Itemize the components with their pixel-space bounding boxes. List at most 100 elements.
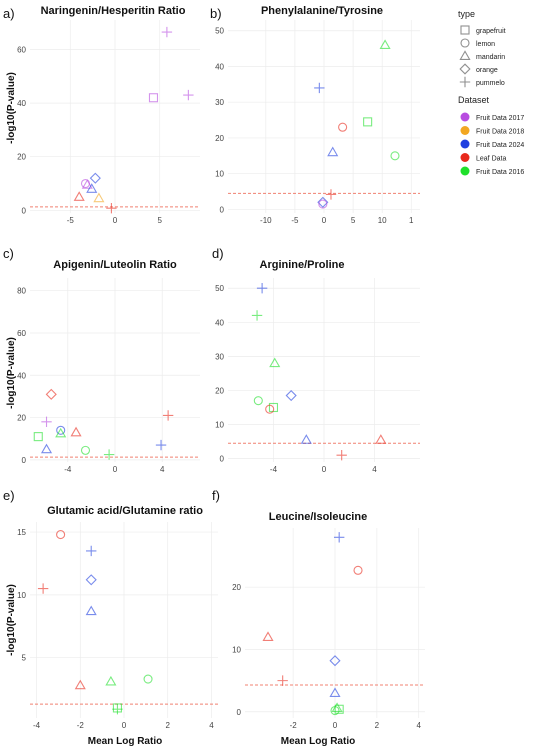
legend-color-swatch	[460, 153, 470, 162]
y-tick-label: 0	[22, 206, 27, 215]
legend-color-swatch	[460, 112, 470, 122]
y-tick-label: 15	[17, 528, 26, 537]
x-tick-label: 0	[122, 721, 127, 730]
data-point	[106, 202, 117, 214]
panel-title: Glutamic acid/Glutamine ratio	[47, 505, 203, 517]
panel-letter: c)	[3, 246, 14, 261]
x-tick-label: 2	[165, 721, 170, 730]
y-axis-label: -log10(P-value)	[6, 584, 17, 656]
data-point	[285, 389, 297, 402]
x-tick-label: 0	[322, 216, 327, 225]
x-tick-label: 4	[416, 721, 421, 730]
panel-letter: e)	[3, 488, 15, 503]
data-point	[86, 545, 97, 557]
y-tick-label: 40	[215, 62, 224, 71]
x-tick-label: -5	[67, 216, 75, 225]
data-point	[325, 189, 337, 200]
legend-label: Leaf Data	[476, 156, 506, 163]
y-tick-label: 40	[215, 318, 224, 327]
panel-d: d) Arginine/Proline	[212, 246, 344, 271]
legend-key-square	[460, 25, 470, 35]
data-point	[40, 443, 53, 454]
panel-letter: b)	[210, 6, 222, 21]
y-tick-label: 5	[22, 654, 27, 663]
data-point	[338, 122, 348, 132]
data-point	[80, 178, 91, 189]
panel-f: f) Leucine/Isoleucine	[212, 488, 367, 523]
panel-title: Leucine/Isoleucine	[269, 511, 367, 523]
data-point	[333, 532, 345, 543]
y-tick-label: 30	[215, 98, 224, 107]
data-point	[105, 675, 117, 686]
x-tick-label: 1	[409, 216, 414, 225]
data-point	[300, 434, 312, 444]
data-point	[80, 445, 91, 455]
y-tick-label: 30	[215, 352, 224, 361]
data-point	[334, 704, 344, 714]
x-axis-label: Mean Log Ratio	[281, 736, 355, 747]
y-tick-label: 0	[237, 708, 242, 717]
y-tick-label: 20	[17, 153, 26, 162]
data-point	[86, 183, 98, 193]
legend-label: lemon	[476, 41, 495, 48]
legend-color-swatch	[460, 126, 470, 135]
x-tick-label: 0	[333, 721, 338, 730]
x-axis-label: Mean Log Ratio	[88, 736, 162, 747]
data-point	[363, 117, 373, 127]
x-tick-label: 4	[209, 721, 214, 730]
panel-title: Naringenin/Hesperitin Ratio	[41, 5, 186, 17]
data-point	[265, 404, 275, 414]
x-tick-label: 0	[113, 465, 118, 474]
data-point	[33, 432, 43, 442]
data-point	[93, 192, 105, 203]
data-point	[253, 396, 263, 406]
y-tick-label: 80	[17, 287, 26, 296]
legend: type grapefruit lemon mandarin orange pummel…	[458, 9, 524, 176]
x-tick-label: 10	[378, 216, 387, 225]
y-tick-label: 60	[17, 45, 26, 54]
legend-type-title: type	[458, 9, 475, 19]
x-tick-label: 0	[322, 465, 327, 474]
x-tick-label: 4	[372, 465, 377, 474]
data-point	[155, 439, 167, 451]
data-point	[277, 675, 288, 686]
plot-area: -2 0 2 4 0 10 20	[232, 528, 425, 730]
y-tick-label: 20	[17, 414, 26, 423]
data-point	[85, 574, 97, 586]
data-point	[161, 26, 173, 38]
data-point	[375, 434, 387, 444]
legend-color-swatch	[460, 139, 470, 149]
plot-area: -5 0 5 0 20 40 60	[17, 20, 200, 225]
data-point	[353, 565, 363, 575]
x-tick-label: -4	[33, 721, 41, 730]
x-tick-label: -2	[77, 721, 85, 730]
data-point	[37, 583, 49, 594]
x-tick-label: -4	[64, 465, 72, 474]
legend-label: Fruit Data 2018	[476, 129, 524, 136]
x-tick-label: 4	[160, 465, 165, 474]
data-point	[41, 416, 52, 428]
legend-label: Fruit Data 2024	[476, 142, 524, 149]
data-point	[143, 674, 153, 684]
plot-area: -4 -2 0 2 4 5 10 15	[17, 522, 218, 730]
data-point	[85, 605, 97, 616]
data-point	[317, 196, 329, 208]
data-point	[251, 310, 263, 321]
data-point	[314, 82, 325, 94]
data-point	[55, 427, 67, 438]
x-tick-label: 5	[351, 216, 356, 225]
y-tick-label: 50	[215, 284, 224, 293]
legend-label: pummelo	[476, 80, 505, 87]
data-point	[329, 655, 341, 667]
y-tick-label: 10	[215, 170, 224, 179]
x-tick-label: 2	[375, 721, 380, 730]
panel-letter: f)	[212, 488, 220, 503]
data-point	[318, 199, 328, 209]
y-tick-label: 20	[232, 583, 241, 592]
y-tick-label: 40	[17, 371, 26, 380]
y-tick-label: 10	[232, 645, 241, 654]
data-point	[70, 426, 82, 437]
legend-dataset-title: Dataset	[458, 95, 490, 105]
data-point	[103, 449, 115, 460]
